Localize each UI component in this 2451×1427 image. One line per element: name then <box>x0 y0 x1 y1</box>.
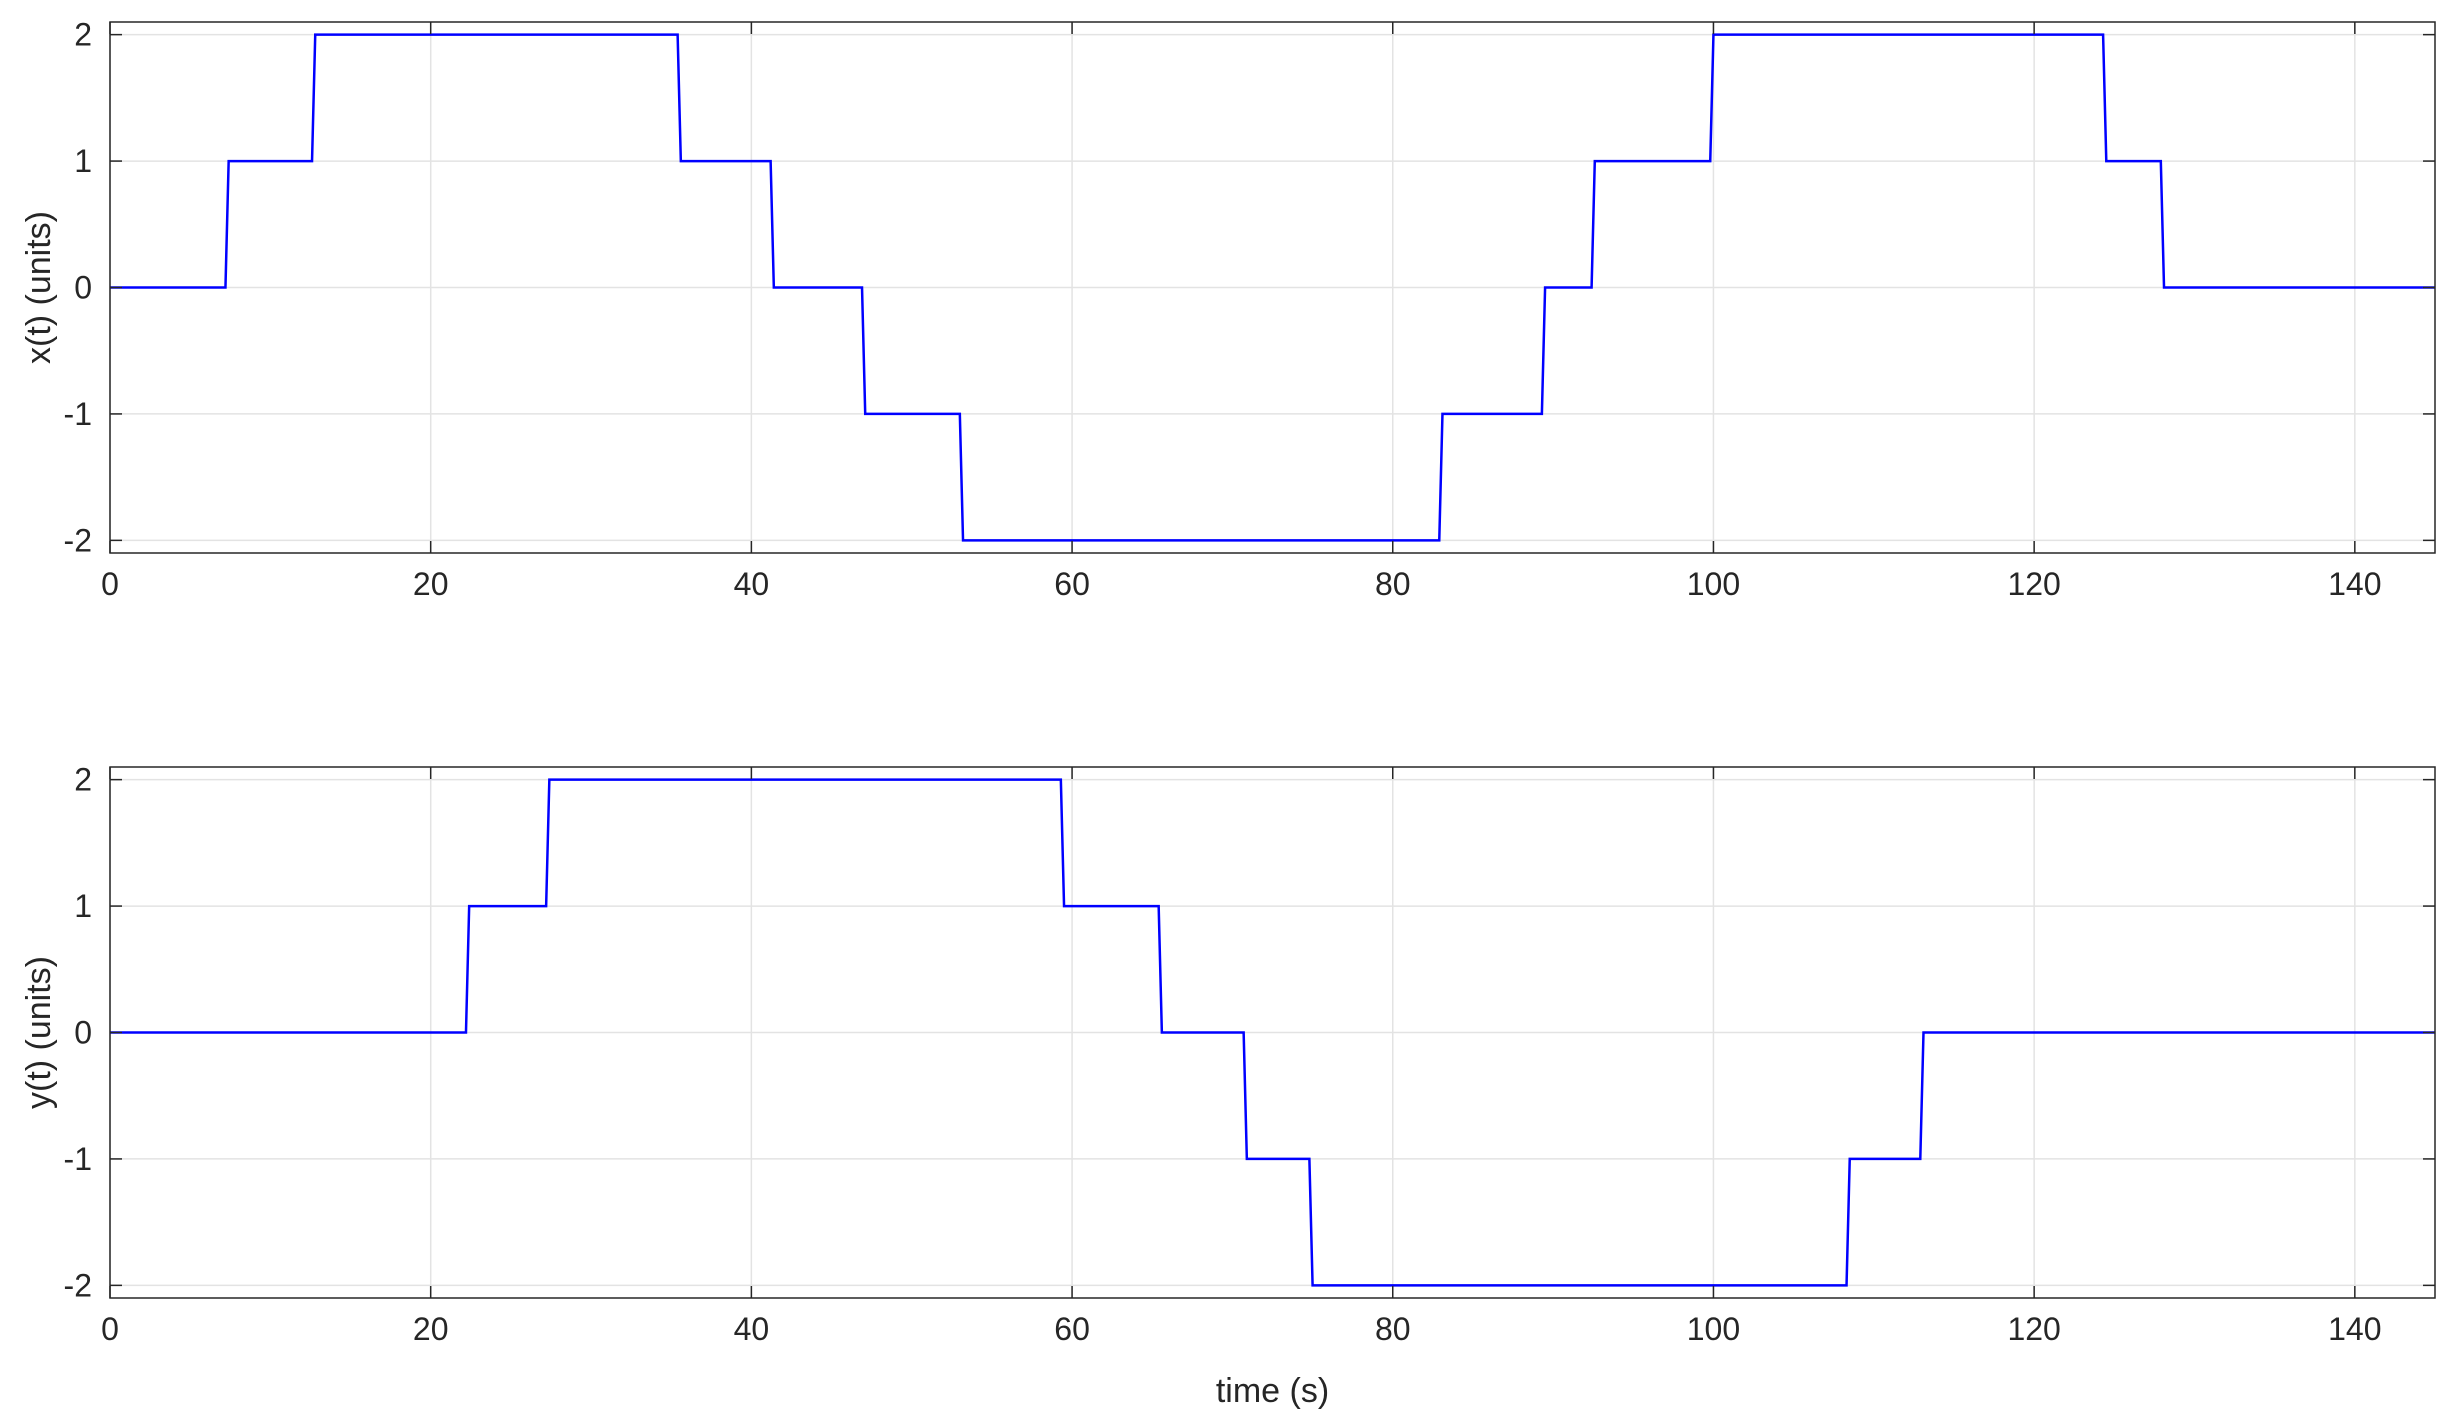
y-axis-label: x(t) (units) <box>20 211 58 364</box>
subplot-2: 0 20 40 60 80 100 120 140 2 1 0 -1 -2 y(t) (units) tim… <box>20 762 2436 1410</box>
x-tick-label: 80 <box>1375 566 1411 602</box>
x-tick-label: 0 <box>101 1311 119 1347</box>
x-tick-label: 120 <box>2007 566 2060 602</box>
x-tick-label: 40 <box>734 566 770 602</box>
x-tick-label: 140 <box>2328 566 2381 602</box>
x-tick-label: 20 <box>413 1311 449 1347</box>
y-tick-label: -2 <box>64 1267 92 1303</box>
x-tick-label: 60 <box>1054 1311 1090 1347</box>
series-line-1 <box>110 778 2435 1287</box>
y-tick-label: 2 <box>74 762 92 798</box>
x-tick-label: 40 <box>734 1311 770 1347</box>
y-axis-label: y(t) (units) <box>20 956 58 1109</box>
series-line-1 <box>110 33 2435 542</box>
y-tick-label: 1 <box>74 143 92 179</box>
x-tick-label: 140 <box>2328 1311 2381 1347</box>
x-tick-label: 20 <box>413 566 449 602</box>
x-tick-label: 0 <box>101 566 119 602</box>
y-tick-label: -2 <box>64 522 92 558</box>
x-tick-label: 60 <box>1054 566 1090 602</box>
x-tick-label: 80 <box>1375 1311 1411 1347</box>
y-tick-label: 0 <box>74 270 92 306</box>
y-tick-label: -1 <box>64 1141 92 1177</box>
y-tick-label: -1 <box>64 396 92 432</box>
y-tick-label: 1 <box>74 888 92 924</box>
x-tick-label: 100 <box>1687 566 1740 602</box>
x-axis-label: time (s) <box>1216 1372 1329 1410</box>
subplot-1: 0 20 40 60 80 100 120 140 2 1 0 -1 -2 x(t) (units) <box>20 17 2436 602</box>
y-tick-label: 0 <box>74 1015 92 1051</box>
y-tick-label: 2 <box>74 17 92 53</box>
x-tick-label: 120 <box>2007 1311 2060 1347</box>
x-tick-label: 100 <box>1687 1311 1740 1347</box>
